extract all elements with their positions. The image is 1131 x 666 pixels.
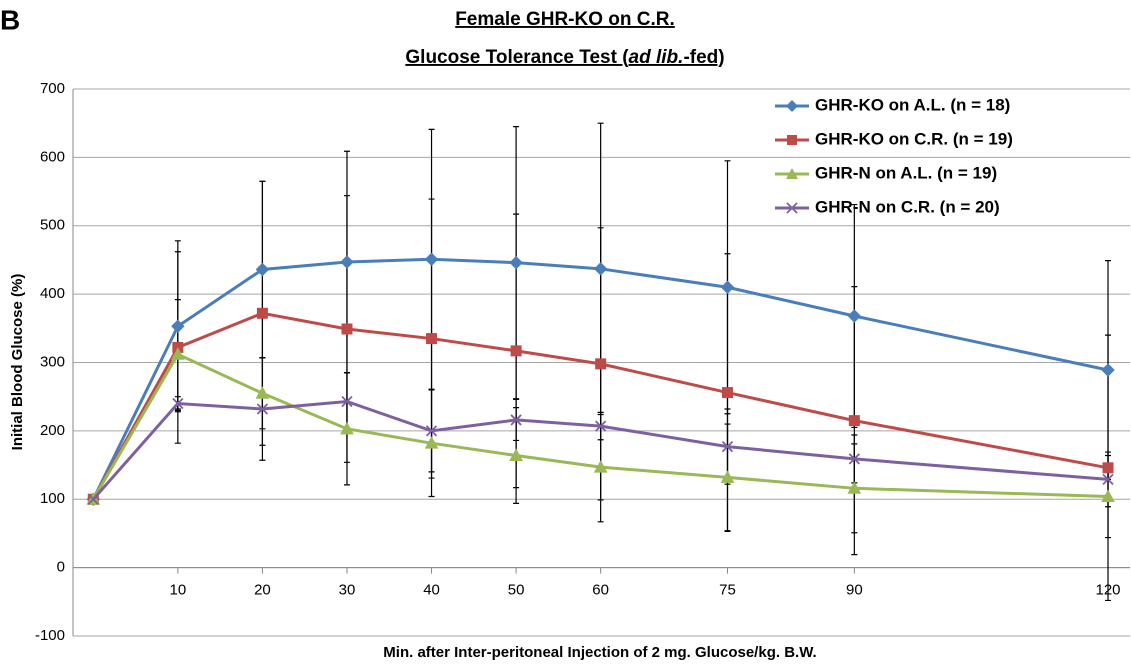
marker xyxy=(172,397,184,410)
marker xyxy=(847,481,862,494)
marker xyxy=(426,333,438,345)
marker xyxy=(255,262,270,277)
title-part: -fed) xyxy=(683,47,724,68)
marker xyxy=(424,252,439,266)
x-axis-label: Min. after Inter-peritoneal Injection of… xyxy=(383,644,816,661)
marker xyxy=(340,421,354,435)
x-tick-label: 90 xyxy=(846,582,863,599)
chart-title: Female GHR-KO on C.R. xyxy=(455,9,675,30)
x-tick-label: 60 xyxy=(592,582,609,599)
y-tick-label: 200 xyxy=(40,422,65,439)
series-line xyxy=(91,352,1109,501)
y-tick-label: -100 xyxy=(35,627,65,644)
y-tick-label: 500 xyxy=(40,217,65,234)
markers xyxy=(86,347,1115,505)
marker xyxy=(510,345,522,357)
y-tick-label: 100 xyxy=(40,490,65,507)
title-part: Glucose Tolerance Test ( xyxy=(405,47,629,68)
y-tick-label: 700 xyxy=(40,80,65,97)
marker xyxy=(256,403,269,415)
legend-symbol xyxy=(786,168,798,179)
y-tick-label: 0 xyxy=(57,559,65,576)
title-part: ad lib. xyxy=(629,47,684,68)
marker xyxy=(340,255,354,269)
marker xyxy=(848,415,860,427)
marker xyxy=(171,347,185,360)
x-tick-label: 75 xyxy=(719,582,736,599)
legend-label: GHR-N on C.R. (n = 20) xyxy=(815,197,1000,216)
legend-marker xyxy=(786,202,798,214)
y-tick-label: 600 xyxy=(40,148,65,165)
y-tick-label: 400 xyxy=(40,285,65,302)
marker xyxy=(847,309,862,323)
marker xyxy=(341,395,353,408)
series-line xyxy=(91,311,1109,500)
x-tick-label: 30 xyxy=(339,582,356,599)
series-line xyxy=(92,399,1109,501)
marker xyxy=(1102,462,1114,474)
marker xyxy=(721,440,734,453)
chart-title: Glucose Tolerance Test (ad lib.-fed) xyxy=(405,47,724,68)
marker xyxy=(424,436,439,449)
marker xyxy=(341,323,353,335)
marker xyxy=(255,386,270,399)
marker xyxy=(509,255,523,270)
marker xyxy=(1102,473,1114,486)
marker xyxy=(171,319,185,333)
legend-symbol xyxy=(786,100,798,112)
marker xyxy=(848,453,860,465)
marker xyxy=(595,420,607,432)
marker xyxy=(593,262,608,276)
marker xyxy=(595,358,607,370)
marker xyxy=(1101,489,1115,503)
legend-symbol xyxy=(787,135,797,145)
x-tick-label: 40 xyxy=(423,582,440,599)
marker xyxy=(720,470,735,483)
x-tick-label: 10 xyxy=(170,582,187,599)
x-tick-label: 20 xyxy=(254,582,271,599)
legend-marker xyxy=(787,135,797,145)
marker xyxy=(593,460,608,473)
panel-label: B xyxy=(0,4,20,35)
marker xyxy=(256,307,268,319)
markers xyxy=(87,395,1114,505)
marker xyxy=(721,387,733,399)
legend-marker xyxy=(786,100,798,112)
marker xyxy=(87,493,99,505)
marker xyxy=(720,280,735,294)
legend-label: GHR-KO on C.R. (n = 19) xyxy=(815,129,1013,148)
y-axis-label: Initial Blood Glucose (%) xyxy=(9,274,26,451)
marker xyxy=(1101,363,1115,377)
legend-symbol xyxy=(786,202,798,214)
marker xyxy=(425,425,438,437)
series-line xyxy=(91,257,1109,500)
y-tick-label: 300 xyxy=(40,353,65,370)
marker xyxy=(509,448,523,461)
legend-label: GHR-N on A.L. (n = 19) xyxy=(815,163,997,182)
legend-marker xyxy=(786,168,798,179)
marker xyxy=(510,414,522,426)
x-tick-label: 50 xyxy=(508,582,525,599)
legend-label: GHR-KO on A.L. (n = 18) xyxy=(815,95,1010,114)
